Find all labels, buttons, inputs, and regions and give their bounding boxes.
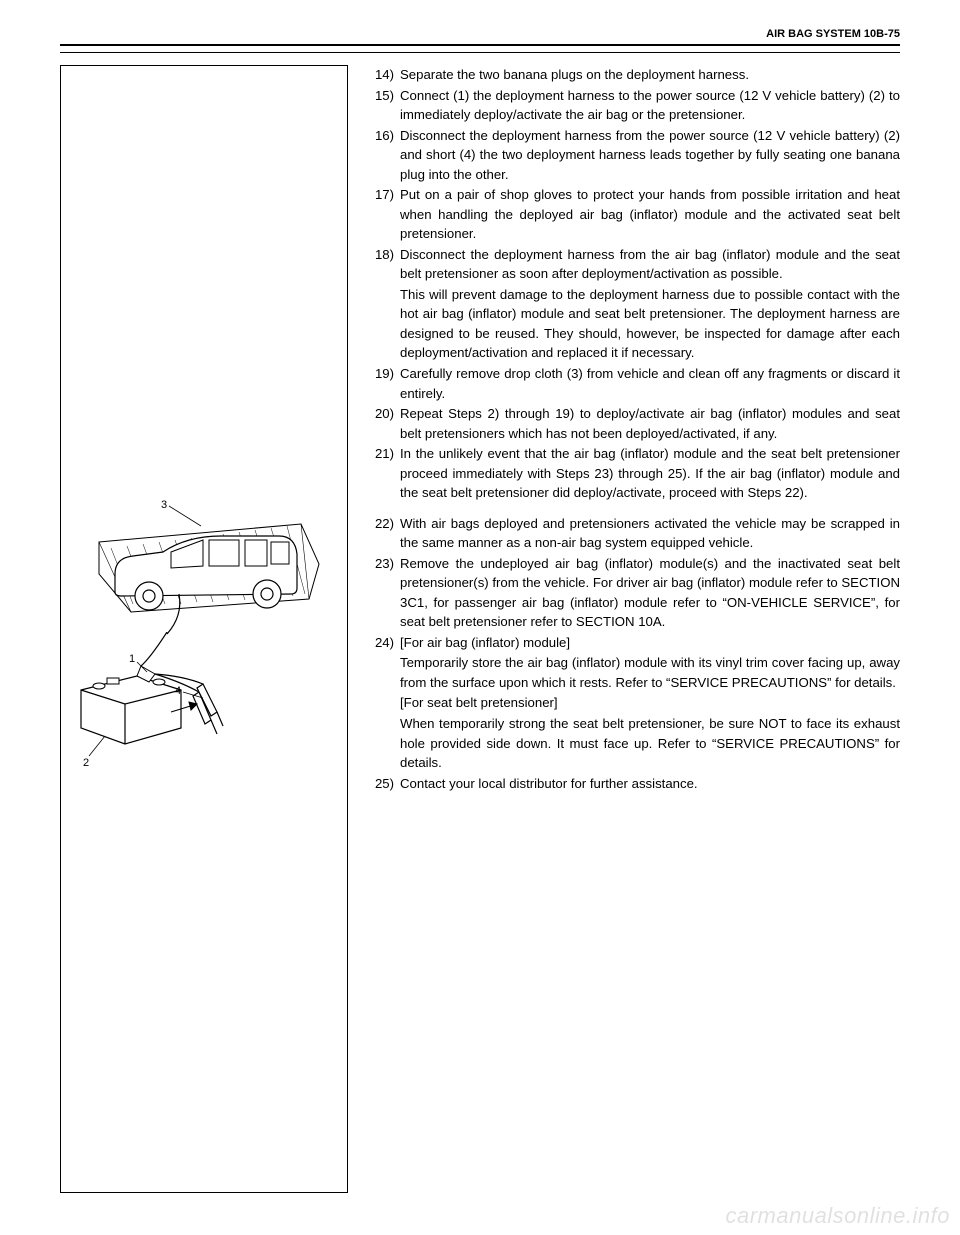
step-text: Remove the undeployed air bag (inflator)… — [400, 556, 900, 630]
step-body: Repeat Steps 2) through 19) to deploy/ac… — [400, 404, 900, 443]
procedure-step: 25)Contact your local distributor for fu… — [370, 774, 900, 794]
procedure-step: 19)Carefully remove drop cloth (3) from … — [370, 364, 900, 403]
procedure-step: 16)Disconnect the deployment harness fro… — [370, 126, 900, 185]
procedure-step: 23)Remove the undeployed air bag (inflat… — [370, 554, 900, 632]
deployment-figure: 3 — [71, 496, 339, 772]
procedure-step: 21)In the unlikely event that the air ba… — [370, 444, 900, 503]
procedure-step: 18)Disconnect the deployment harness fro… — [370, 245, 900, 363]
step-text: In the unlikely event that the air bag (… — [400, 446, 900, 500]
callout-2: 2 — [83, 757, 89, 769]
step-text: This will prevent damage to the deployme… — [400, 285, 900, 363]
callout-1: 1 — [129, 653, 135, 665]
step-gap — [370, 504, 900, 514]
step-body: Separate the two banana plugs on the dep… — [400, 65, 900, 85]
step-body: Remove the undeployed air bag (inflator)… — [400, 554, 900, 632]
watermark: carmanualsonline.info — [725, 1203, 950, 1229]
step-number: 16) — [370, 126, 400, 185]
procedure-step: 14)Separate the two banana plugs on the … — [370, 65, 900, 85]
step-body: In the unlikely event that the air bag (… — [400, 444, 900, 503]
step-text: Repeat Steps 2) through 19) to deploy/ac… — [400, 406, 900, 441]
step-text: When temporarily strong the seat belt pr… — [400, 714, 900, 773]
step-text: [For air bag (inflator) module] — [400, 635, 570, 650]
steps-column: 14)Separate the two banana plugs on the … — [370, 65, 900, 1193]
section-label: AIR BAG SYSTEM 10B-75 — [766, 28, 900, 40]
page-header: AIR BAG SYSTEM 10B-75 — [60, 28, 900, 46]
step-body: With air bags deployed and pretensioners… — [400, 514, 900, 553]
step-body: [For air bag (inflator) module] Temporari… — [400, 633, 900, 773]
step-number: 18) — [370, 245, 400, 363]
procedure-step: 17)Put on a pair of shop gloves to prote… — [370, 185, 900, 244]
figure-panel: 3 — [60, 65, 348, 1193]
step-text: Temporarily store the air bag (inflator)… — [400, 653, 900, 692]
step-text: Put on a pair of shop gloves to protect … — [400, 187, 900, 241]
step-body: Connect (1) the deployment harness to th… — [400, 86, 900, 125]
battery-illustration-icon: 1 4 2 — [71, 632, 271, 772]
vehicle-illustration-icon: 3 — [71, 496, 339, 636]
procedure-step: 24)[For air bag (inflator) module] Tempor… — [370, 633, 900, 773]
step-text: [For seat belt pretensioner] — [400, 693, 900, 713]
step-number: 23) — [370, 554, 400, 632]
header-rule — [60, 52, 900, 53]
step-body: Disconnect the deployment harness from t… — [400, 126, 900, 185]
step-number: 19) — [370, 364, 400, 403]
step-text: Connect (1) the deployment harness to th… — [400, 88, 900, 123]
callout-4: 4 — [175, 685, 181, 697]
procedure-step: 22)With air bags deployed and pretension… — [370, 514, 900, 553]
step-number: 22) — [370, 514, 400, 553]
step-text: Disconnect the deployment harness from t… — [400, 247, 900, 282]
step-number: 24) — [370, 633, 400, 773]
step-number: 25) — [370, 774, 400, 794]
step-number: 21) — [370, 444, 400, 503]
step-body: Carefully remove drop cloth (3) from veh… — [400, 364, 900, 403]
step-number: 17) — [370, 185, 400, 244]
step-body: Put on a pair of shop gloves to protect … — [400, 185, 900, 244]
step-body: Disconnect the deployment harness from t… — [400, 245, 900, 363]
step-number: 15) — [370, 86, 400, 125]
step-text: Disconnect the deployment harness from t… — [400, 128, 900, 182]
procedure-step: 20)Repeat Steps 2) through 19) to deploy… — [370, 404, 900, 443]
procedure-step: 15)Connect (1) the deployment harness to… — [370, 86, 900, 125]
content-row: 3 — [60, 65, 900, 1193]
callout-3: 3 — [161, 499, 167, 511]
step-body: Contact your local distributor for furth… — [400, 774, 900, 794]
step-text: Carefully remove drop cloth (3) from veh… — [400, 366, 900, 401]
step-text: Contact your local distributor for furth… — [400, 776, 698, 791]
step-number: 14) — [370, 65, 400, 85]
step-text: With air bags deployed and pretensioners… — [400, 516, 900, 551]
step-text: Separate the two banana plugs on the dep… — [400, 67, 749, 82]
step-number: 20) — [370, 404, 400, 443]
